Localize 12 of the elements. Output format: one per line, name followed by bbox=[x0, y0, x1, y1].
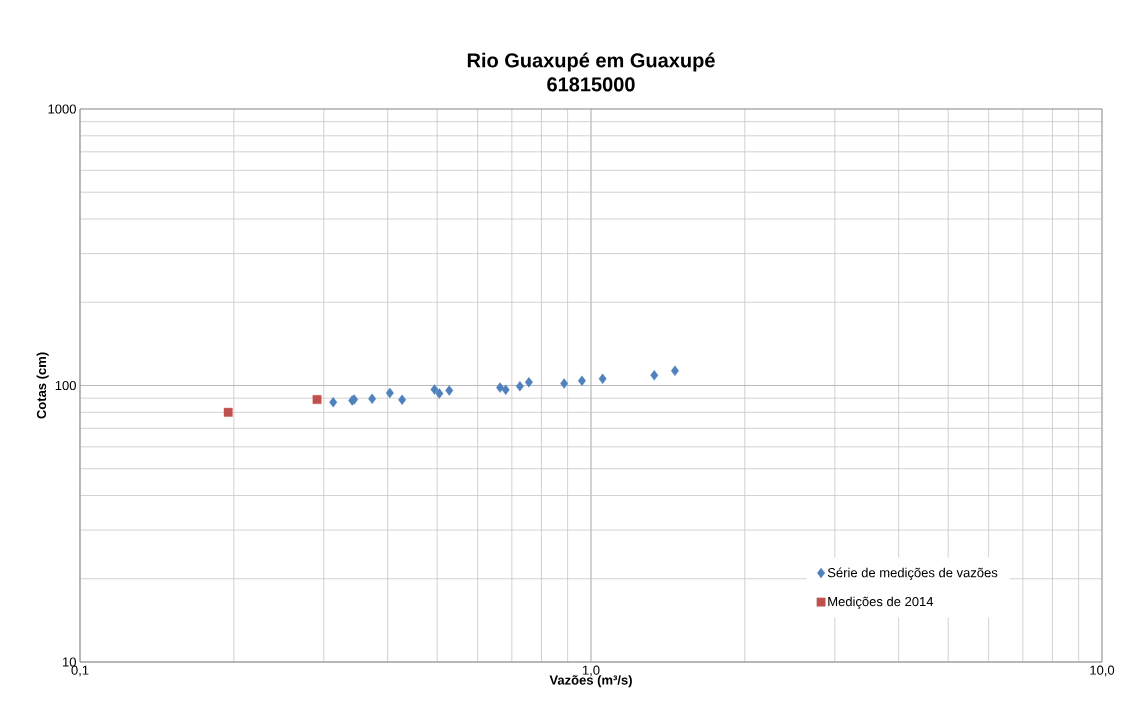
chart-title: Rio Guaxupé em Guaxupé bbox=[467, 52, 715, 72]
legend-label: Medições de 2014 bbox=[828, 596, 934, 609]
y-tick-label: 10 bbox=[62, 657, 76, 667]
y-tick-label: 1000 bbox=[48, 104, 76, 114]
x-tick-label: 1,0 bbox=[582, 665, 600, 677]
x-tick-label: 10,0 bbox=[1090, 665, 1115, 677]
legend-label: Série de medições de vazões bbox=[827, 567, 998, 580]
x-tick-label: 0,1 bbox=[71, 665, 89, 677]
y-axis-title: Cotas (cm) bbox=[36, 352, 49, 419]
chart-subtitle: 61815000 bbox=[547, 77, 635, 92]
x-axis-title: Vazões (m³/s) bbox=[549, 675, 632, 688]
y-tick-label: 100 bbox=[55, 380, 76, 391]
